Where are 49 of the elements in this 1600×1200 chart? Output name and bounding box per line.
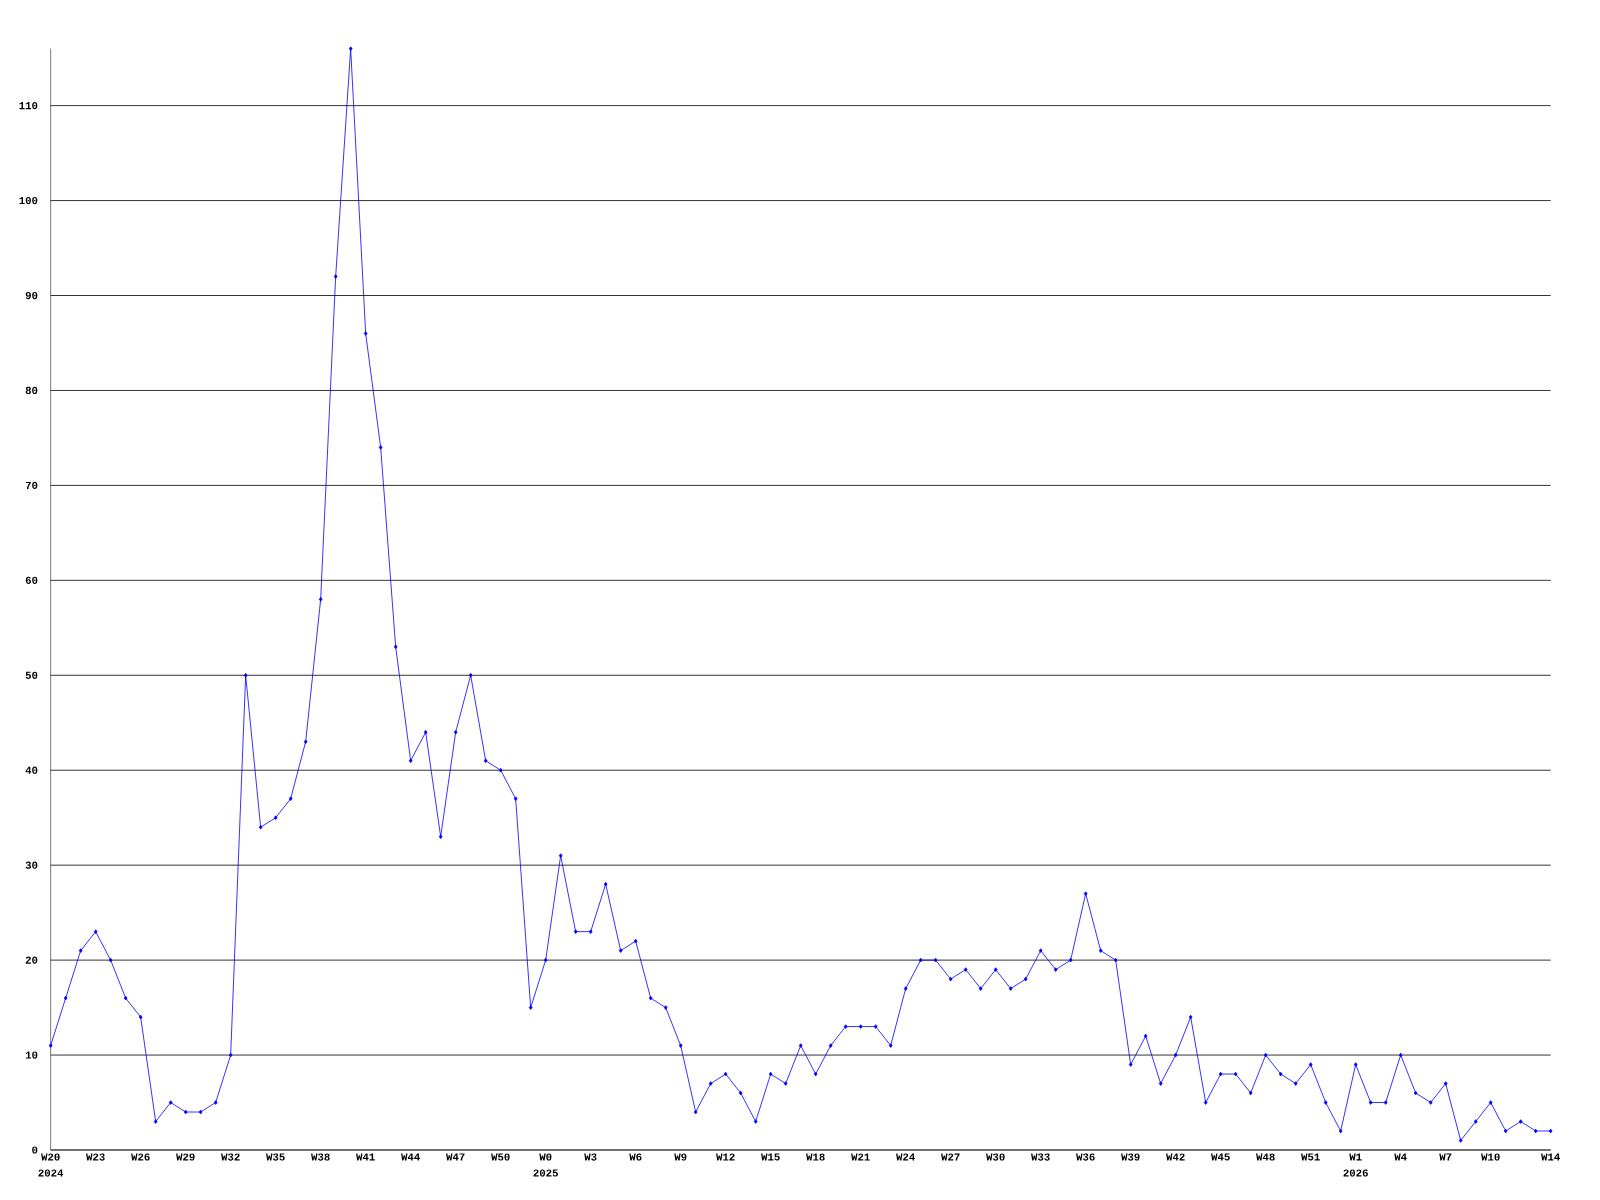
x-tick-label: W44	[401, 1153, 420, 1161]
x-tick-label: W45	[1211, 1153, 1230, 1161]
x-tick-label: W50	[491, 1153, 510, 1161]
y-tick-label: 60	[25, 576, 38, 584]
x-tick-label: W20	[41, 1153, 60, 1161]
x-tick-label: W51	[1301, 1153, 1320, 1161]
x-tick-label: W32	[221, 1153, 240, 1161]
y-tick-label: 100	[19, 196, 38, 205]
x-tick-label: W30	[986, 1153, 1005, 1161]
x-tick-label: W24	[896, 1153, 915, 1161]
x-tick-label: W1	[1349, 1153, 1362, 1161]
x-tick-label: W42	[1166, 1153, 1185, 1161]
y-tick-label: 90	[25, 291, 38, 300]
x-tick-label: W33	[1031, 1153, 1050, 1161]
x-tick-label: W38	[311, 1153, 330, 1161]
y-tick-label: 0	[32, 1146, 38, 1154]
x-tick-label: W7	[1439, 1153, 1452, 1161]
x-tick-label: W48	[1256, 1153, 1275, 1161]
x-tick-label: W9	[674, 1153, 687, 1161]
x-tick-label: W12	[716, 1153, 735, 1161]
x-tick-label: W4	[1394, 1153, 1407, 1161]
y-tick-label: 110	[19, 102, 38, 110]
y-tick-label: 50	[25, 671, 38, 679]
text: 2026	[1343, 1169, 1368, 1177]
x-tick-label: W3	[584, 1153, 597, 1161]
x-tick-label: W47	[446, 1153, 465, 1161]
x-tick-label: W14	[1541, 1153, 1560, 1161]
x-tick-label: W15	[761, 1153, 780, 1161]
y-tick-label: 10	[25, 1051, 38, 1059]
x-tick-label: W18	[806, 1153, 825, 1161]
x-tick-label: W41	[356, 1153, 375, 1161]
x-tick-label: W21	[851, 1153, 870, 1161]
x-tick-label: W6	[629, 1153, 642, 1161]
y-tick-label: 80	[25, 386, 38, 395]
y-tick-label: 40	[25, 766, 38, 774]
x-tick-label: W10	[1481, 1153, 1500, 1161]
y-tick-label: 30	[25, 861, 38, 869]
x-tick-label: W36	[1076, 1153, 1095, 1161]
x-tick-label: W26	[131, 1153, 150, 1161]
x-tick-label: W35	[266, 1153, 285, 1161]
x-tick-label: W39	[1121, 1153, 1140, 1161]
text: 2024	[38, 1169, 64, 1177]
x-tick-label: W27	[941, 1153, 960, 1161]
x-tick-label: W0	[539, 1153, 552, 1161]
y-tick-label: 70	[25, 481, 38, 490]
text: 2025	[533, 1169, 558, 1177]
y-tick-label: 20	[25, 956, 38, 964]
x-tick-label: W29	[176, 1153, 195, 1161]
x-tick-label: W23	[86, 1153, 105, 1161]
